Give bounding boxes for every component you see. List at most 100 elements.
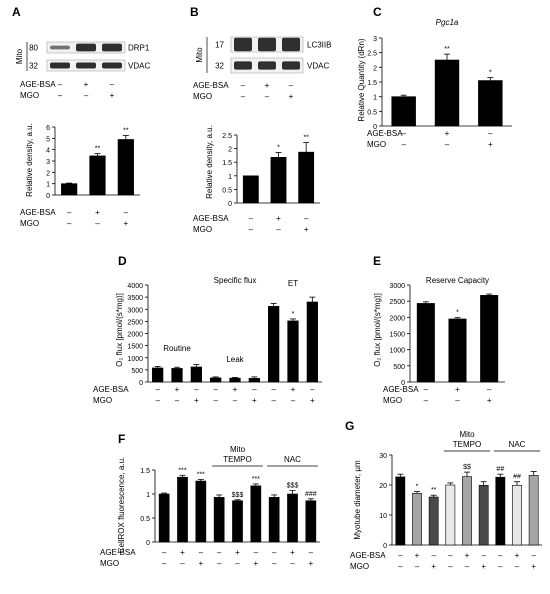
panel-letter: B xyxy=(190,5,199,19)
y-tick-label: 1.5 xyxy=(367,80,377,87)
bar xyxy=(117,139,134,196)
bar xyxy=(195,480,207,543)
significance-mark: ** xyxy=(95,146,101,153)
condition-sign: – xyxy=(498,562,503,571)
significance-mark: ** xyxy=(431,487,437,494)
group-bracket-label: Mito xyxy=(230,445,246,454)
y-tick-label: 500 xyxy=(131,368,143,375)
y-axis-label: O₂ flux [pmol/(s*mg)] xyxy=(373,293,382,367)
condition-sign: + xyxy=(515,551,520,560)
condition-sign: – xyxy=(424,396,429,405)
condition-sign: + xyxy=(123,219,128,228)
bar xyxy=(478,484,489,546)
condition-sign: – xyxy=(465,562,470,571)
condition-sign: – xyxy=(155,385,160,394)
blot-band xyxy=(50,45,70,50)
blot-band xyxy=(50,62,70,69)
group-bracket-label: TEMPO xyxy=(453,440,481,449)
significance-mark: $$$ xyxy=(232,492,244,499)
condition-sign: – xyxy=(515,562,520,571)
blot-band xyxy=(282,37,300,52)
group-label: Routine xyxy=(163,344,191,353)
condition-sign: + xyxy=(415,551,420,560)
condition-sign: – xyxy=(235,559,240,568)
blot-condition-sign: + xyxy=(289,92,294,101)
y-tick-label: 1500 xyxy=(389,332,405,339)
y-tick-label: 2500 xyxy=(389,299,405,306)
condition-sign: – xyxy=(217,548,222,557)
significance-mark: * xyxy=(277,144,280,151)
y-tick-label: 0.5 xyxy=(367,109,377,116)
y-tick-label: 3000 xyxy=(127,307,143,314)
condition-sign: – xyxy=(162,559,167,568)
blot-condition-sign: – xyxy=(289,81,294,90)
y-tick-label: 2000 xyxy=(127,332,143,339)
y-tick-label: 0.5 xyxy=(140,516,150,523)
condition-sign: + xyxy=(455,385,460,394)
y-tick-label: 2.5 xyxy=(367,51,377,58)
blot-side-label: Mito xyxy=(15,48,24,64)
condition-label: MGO xyxy=(350,562,369,571)
bar xyxy=(158,493,170,543)
y-tick-label: 0 xyxy=(139,380,143,387)
condition-sign: – xyxy=(254,548,259,557)
bar xyxy=(229,377,241,383)
condition-sign: – xyxy=(448,551,453,560)
y-tick-label: 0 xyxy=(46,193,50,200)
condition-sign: + xyxy=(198,559,203,568)
bar xyxy=(480,295,499,383)
blot-condition-sign: + xyxy=(84,80,89,89)
blot-marker: 80 xyxy=(29,44,38,53)
condition-sign: – xyxy=(401,129,406,138)
condition-sign: – xyxy=(67,208,72,217)
blot-marker: 32 xyxy=(29,62,38,71)
chart-title: Reserve Capacity xyxy=(426,276,489,285)
y-tick-label: 0 xyxy=(373,124,377,131)
y-axis-label: O₂ flux [pmol/(s*mg)] xyxy=(115,293,124,367)
condition-label: AGE-BSA xyxy=(100,548,136,557)
condition-sign: + xyxy=(291,385,296,394)
bar xyxy=(448,318,467,383)
bar xyxy=(305,500,317,543)
condition-label: AGE-BSA xyxy=(350,551,386,560)
condition-label: AGE-BSA xyxy=(383,385,419,394)
panel-b: B LC3IIB 17 VDAC 32 Mito AGE-BSA – + – MGO – – +0 0.5 1… xyxy=(190,5,331,234)
y-tick-label: 0.5 xyxy=(222,187,232,194)
condition-sign: – xyxy=(398,551,403,560)
condition-sign: – xyxy=(67,219,72,228)
bar xyxy=(232,500,243,543)
bar xyxy=(445,484,456,546)
bar xyxy=(434,59,460,127)
condition-label: MGO xyxy=(367,140,386,149)
y-tick-label: 10 xyxy=(379,513,387,520)
bar xyxy=(190,366,202,383)
condition-sign: – xyxy=(415,562,420,571)
condition-sign: + xyxy=(95,208,100,217)
condition-sign: + xyxy=(233,385,238,394)
condition-sign: – xyxy=(445,140,450,149)
blot-condition-sign: + xyxy=(110,91,115,100)
y-tick-label: 2.5 xyxy=(222,133,232,140)
significance-mark: * xyxy=(456,310,459,317)
condition-label: MGO xyxy=(383,396,402,405)
condition-sign: + xyxy=(290,548,295,557)
condition-sign: – xyxy=(272,548,277,557)
y-tick-label: 1000 xyxy=(389,348,405,355)
condition-sign: + xyxy=(531,562,536,571)
y-axis-label: CellROX fluorescence, a.u. xyxy=(117,457,126,554)
condition-sign: – xyxy=(194,385,199,394)
bar xyxy=(61,183,78,196)
condition-sign: + xyxy=(310,396,315,405)
blot-band xyxy=(234,61,252,70)
bar xyxy=(416,303,435,383)
condition-sign: + xyxy=(487,396,492,405)
condition-label: AGE-BSA xyxy=(367,129,403,138)
significance-mark: ## xyxy=(513,474,521,481)
y-tick-label: 5 xyxy=(46,136,50,143)
bar xyxy=(177,476,188,543)
condition-sign: – xyxy=(455,396,460,405)
condition-sign: – xyxy=(310,385,315,394)
panel-letter: E xyxy=(373,254,381,268)
condition-sign: – xyxy=(213,396,218,405)
